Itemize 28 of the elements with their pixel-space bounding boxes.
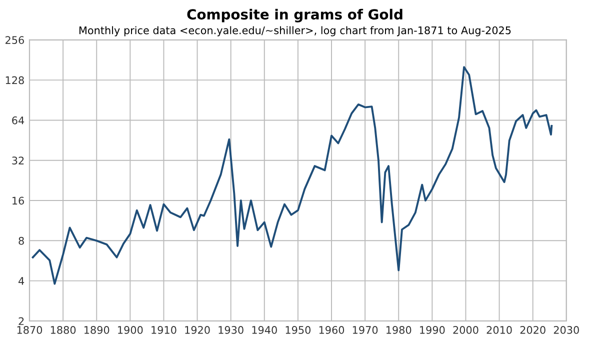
y-tick-label: 16 — [12, 196, 24, 205]
x-tick-label: 1890 — [84, 326, 110, 334]
y-tick-label: 64 — [12, 116, 24, 124]
x-tick-label: 1920 — [185, 326, 210, 334]
x-tick-label: 1990 — [420, 326, 445, 334]
x-tick-label: 1960 — [319, 326, 344, 334]
x-tick-label: 2010 — [486, 326, 512, 334]
x-tick-label: 2020 — [520, 326, 546, 334]
x-tick-label: 1910 — [152, 326, 176, 334]
y-tick-label: 128 — [6, 76, 24, 84]
y-tick-label: 256 — [6, 36, 24, 44]
x-tick-label: 1950 — [286, 326, 311, 334]
chart-subtitle: Monthly price data <econ.yale.edu/~shiller>, log chart from Jan-1871 to Aug-2025 — [79, 26, 511, 36]
y-tick-label: 2 — [18, 317, 24, 325]
x-tick-label: 1900 — [118, 326, 143, 334]
x-tick-label: 2030 — [554, 326, 579, 334]
y-tick-label: 32 — [12, 156, 24, 164]
x-tick-label: 1940 — [252, 326, 277, 334]
x-tick-label: 1970 — [352, 326, 378, 334]
x-tick-label: 2000 — [453, 326, 478, 334]
x-tick-label: 1930 — [218, 326, 244, 334]
chart-title: Composite in grams of Gold — [187, 8, 402, 22]
x-tick-label: 1870 — [17, 326, 42, 334]
y-tick-label: 4 — [18, 277, 24, 285]
line-series — [32, 66, 553, 285]
y-tick-label: 8 — [18, 236, 24, 245]
x-tick-label: 1880 — [50, 326, 76, 334]
x-tick-label: 1980 — [386, 326, 412, 334]
